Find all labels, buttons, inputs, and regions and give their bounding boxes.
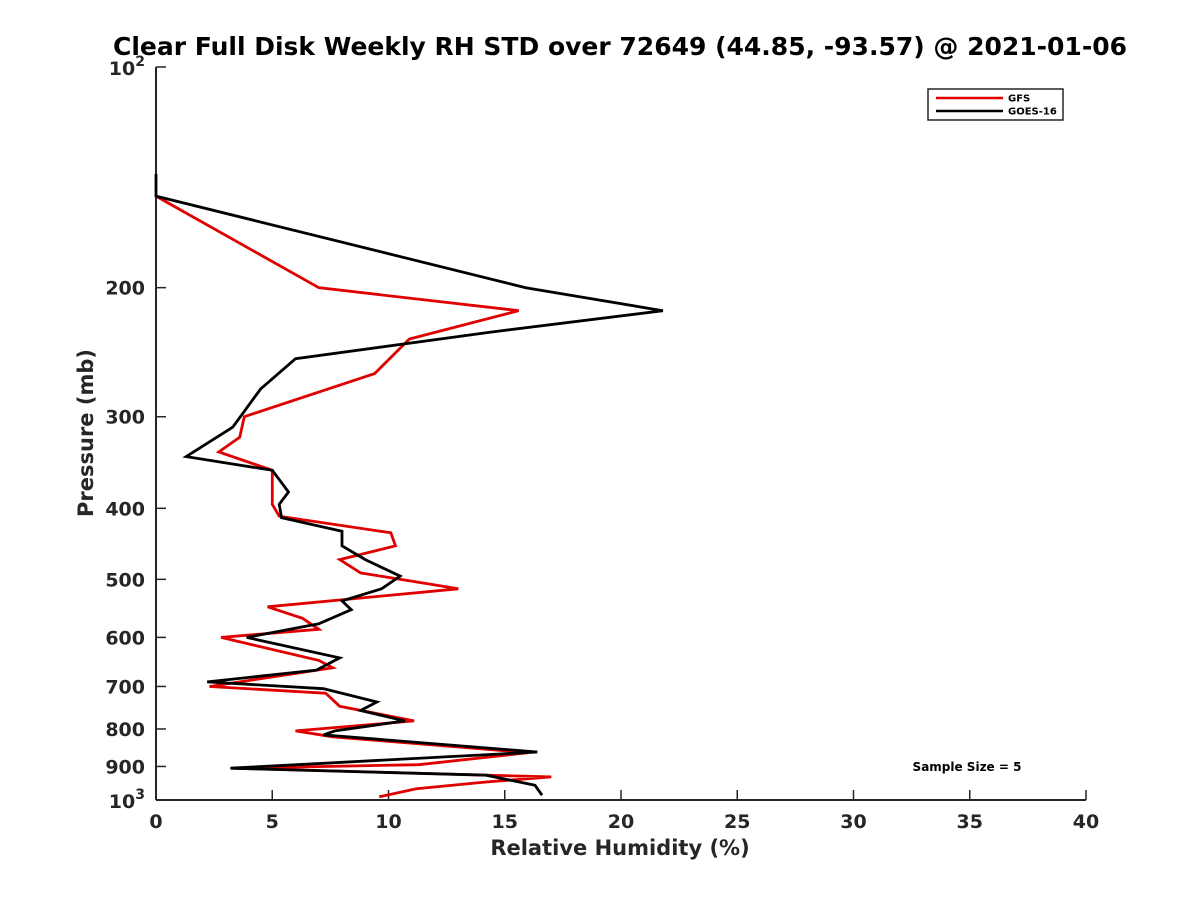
y-decade-tick-label: 103 [109,787,145,813]
series-line-gfs [155,194,552,799]
legend-label-gfs: GFS [1008,94,1030,105]
y-tick-label: 500 [105,569,145,591]
series-line-goes16 [154,174,664,797]
chart-title: Clear Full Disk Weekly RH STD over 72649… [113,32,1127,61]
y-tick-label: 800 [105,719,145,741]
y-decade-tick-label: 102 [109,54,145,80]
y-axis-ticks: 200 300 400 500 600 700 800 900 102 103 [105,54,166,813]
y-tick-label: 900 [105,756,145,778]
y-tick-label: 200 [105,278,145,300]
x-axis-ticks: 0 5 10 15 20 25 30 35 40 [149,790,1099,833]
y-tick-label: 300 [105,407,145,429]
x-axis-label: Relative Humidity (%) [490,836,749,860]
y-tick-label: 600 [105,627,145,649]
x-tick-label: 35 [957,811,983,833]
x-tick-label: 30 [840,811,866,833]
x-tick-label: 0 [149,811,162,833]
plot-area: 0 5 10 15 20 25 30 35 40 200 300 400 500 600 700 800 90… [105,54,1099,833]
x-tick-label: 40 [1073,811,1099,833]
legend-label-goes16: GOES-16 [1008,107,1057,118]
legend: GFS GOES-16 [927,88,1064,121]
y-tick-label: 700 [105,676,145,698]
x-tick-label: 20 [608,811,634,833]
x-tick-label: 25 [724,811,750,833]
sample-size-annotation: Sample Size = 5 [913,760,1022,774]
legend-box [927,88,1064,121]
x-tick-label: 5 [266,811,279,833]
x-tick-label: 15 [492,811,518,833]
x-tick-label: 10 [375,811,401,833]
series-layer [154,174,664,799]
y-axis-label: Pressure (mb) [74,349,98,517]
y-tick-label: 400 [105,498,145,520]
